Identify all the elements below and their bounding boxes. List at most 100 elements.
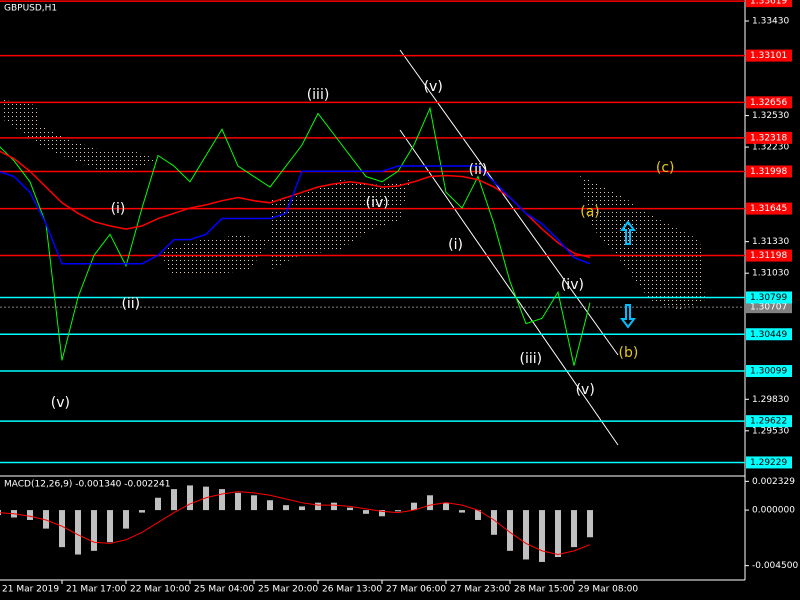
histogram-bar <box>411 502 417 511</box>
histogram-bar <box>299 506 305 511</box>
wave-label: (iv) <box>366 195 389 211</box>
level-label: 1.29622 <box>750 417 787 427</box>
cloud <box>4 100 200 170</box>
histogram-bar <box>539 510 545 562</box>
level-label: 1.33101 <box>750 51 787 61</box>
histogram-bar <box>347 507 353 511</box>
wave-label: (a) <box>580 204 600 220</box>
level-box <box>746 456 792 469</box>
histogram-bar <box>507 510 513 551</box>
histogram-bar <box>155 497 161 511</box>
x-tick-label: 29 Mar 08:00 <box>578 585 638 595</box>
y-tick-label: 1.33430 <box>752 17 789 27</box>
histogram-bar <box>123 510 129 529</box>
x-tick-label: 22 Mar 10:00 <box>130 585 190 595</box>
level-box <box>746 49 792 62</box>
histogram-bar <box>139 510 145 513</box>
y-tick-label: 1.29530 <box>752 426 789 436</box>
level-label: 1.32318 <box>750 133 787 143</box>
x-tick-label: 21 Mar 17:00 <box>66 585 126 595</box>
histogram-bar <box>475 510 481 520</box>
down-arrow <box>620 304 636 329</box>
histogram-bar <box>267 500 273 511</box>
level-label: 1.31645 <box>750 204 787 214</box>
level-label: 1.31998 <box>750 167 787 177</box>
histogram-bar <box>235 492 241 511</box>
histogram-bar <box>43 510 49 529</box>
x-tick-label: 25 Mar 04:00 <box>194 585 254 595</box>
level-box <box>746 0 792 8</box>
series-line <box>0 150 591 259</box>
wave-label: (iii) <box>520 351 543 367</box>
channel-line <box>399 129 619 446</box>
signal-line <box>0 491 591 556</box>
level-label: 1.33619 <box>750 0 787 7</box>
y-tick-label: 1.32530 <box>752 111 789 121</box>
histogram-bar <box>315 502 321 511</box>
histogram-bar <box>107 510 113 543</box>
histogram-bar <box>331 502 337 511</box>
histogram-bar <box>283 505 289 511</box>
histogram-bar <box>491 510 497 535</box>
wave-label: (iv) <box>561 277 584 293</box>
level-box <box>746 165 792 178</box>
histogram-bar <box>379 510 385 517</box>
histogram-bar <box>363 510 369 514</box>
histogram-bar <box>459 510 465 513</box>
histogram-bar <box>59 510 65 548</box>
histogram-bar <box>27 510 33 520</box>
wave-label: (v) <box>576 382 595 398</box>
y-tick-label: 1.32230 <box>752 143 789 153</box>
y-tick-label: 0.000000 <box>752 506 795 516</box>
y-tick-label: 1.31330 <box>752 237 789 247</box>
histogram-bar <box>91 510 97 551</box>
wave-label: (ii) <box>469 162 488 178</box>
up-arrow <box>620 220 636 245</box>
level-box <box>746 249 792 262</box>
level-label: 1.32656 <box>750 98 787 108</box>
channel-line <box>399 49 619 356</box>
x-tick-label: 28 Mar 15:00 <box>514 585 574 595</box>
x-tick-label: 21 Mar 2019 <box>2 585 59 595</box>
wave-label: (ii) <box>121 296 140 312</box>
histogram-bar <box>251 495 257 511</box>
histogram-bar <box>171 489 177 511</box>
level-box <box>746 131 792 144</box>
x-tick-label: 25 Mar 20:00 <box>258 585 318 595</box>
level-box <box>746 291 792 304</box>
level-box <box>746 96 792 109</box>
cloud <box>270 180 410 270</box>
level-box <box>746 328 792 341</box>
wave-label: (v) <box>51 395 70 411</box>
wave-label: (b) <box>618 345 638 361</box>
last-price-label: 1.30707 <box>750 303 787 313</box>
x-tick-label: 27 Mar 06:00 <box>386 585 446 595</box>
wave-label: (v) <box>424 79 443 95</box>
wave-label: (c) <box>656 160 675 176</box>
chart-title: GBPUSD,H1 <box>4 4 57 14</box>
histogram-bar <box>427 495 433 511</box>
y-tick-label: 1.29830 <box>752 395 789 405</box>
x-tick-label: 26 Mar 13:00 <box>322 585 382 595</box>
histogram-bar <box>203 486 209 511</box>
last-price-box <box>746 301 792 314</box>
wave-label: (i) <box>111 201 126 217</box>
histogram-bar <box>587 510 593 538</box>
histogram-bar <box>75 510 81 555</box>
level-label: 1.30449 <box>750 330 787 340</box>
histogram-bar <box>523 510 529 560</box>
y-tick-label: -0.004500 <box>752 561 798 571</box>
wave-label: (i) <box>448 237 463 253</box>
y-tick-label: 1.31030 <box>752 269 789 279</box>
level-label: 1.31198 <box>750 251 787 261</box>
level-label: 1.29229 <box>750 458 787 468</box>
histogram-bar <box>571 510 577 548</box>
histogram-bar <box>219 489 225 511</box>
level-box <box>746 415 792 428</box>
histogram-bar <box>395 510 401 512</box>
level-box <box>746 365 792 378</box>
y-tick-label: 0.002329 <box>752 477 795 487</box>
level-label: 1.30099 <box>750 367 787 377</box>
